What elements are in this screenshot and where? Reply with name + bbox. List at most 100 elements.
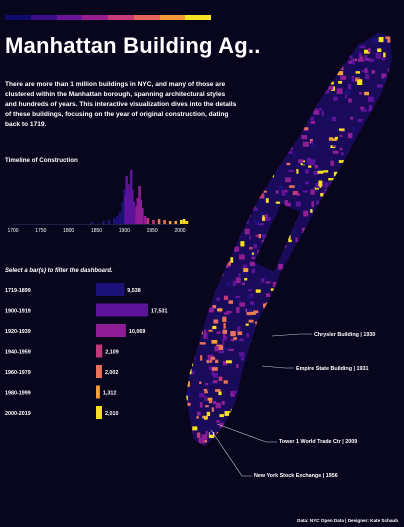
building-block: [297, 192, 300, 197]
building-block: [278, 263, 283, 270]
timeline-bar-14[interactable]: [132, 202, 136, 224]
building-block: [378, 420, 381, 423]
timeline-bar-0[interactable]: [90, 222, 94, 224]
building-block: [308, 380, 313, 385]
bar-6[interactable]: [96, 406, 102, 419]
building-block: [315, 314, 319, 321]
building-block: [385, 351, 392, 354]
building-block: [251, 251, 256, 257]
building-block: [334, 258, 338, 263]
timeline-bar-24[interactable]: [157, 219, 161, 224]
building-block: [377, 115, 384, 121]
building-block: [188, 278, 195, 282]
building-block: [208, 399, 213, 404]
building-block: [256, 61, 263, 65]
timeline-bar-25[interactable]: [163, 220, 166, 224]
building-block: [328, 215, 334, 220]
timeline-bar-6[interactable]: [121, 202, 125, 224]
building-block: [368, 108, 374, 112]
building-block: [192, 285, 197, 290]
bar-0[interactable]: [96, 283, 125, 296]
building-block: [335, 263, 340, 268]
building-block: [295, 237, 298, 242]
timeline-bar-4[interactable]: [115, 216, 119, 224]
timeline-bar-30[interactable]: [185, 221, 189, 224]
building-block: [284, 103, 291, 107]
building-block: [238, 166, 244, 171]
building-block: [328, 85, 334, 90]
timeline-bar-5[interactable]: [118, 212, 122, 224]
building-block: [321, 341, 324, 347]
bar-5[interactable]: [96, 385, 100, 399]
building-block: [290, 47, 294, 50]
building-block: [325, 419, 331, 424]
timeline-bar-26[interactable]: [168, 221, 172, 224]
building-block: [343, 233, 347, 238]
building-block: [222, 58, 228, 62]
building-block: [212, 400, 217, 405]
building-block: [278, 317, 282, 322]
building-block: [188, 351, 193, 355]
building-block: [280, 428, 285, 432]
building-block: [363, 302, 369, 305]
building-block: [237, 185, 242, 189]
building-block: [266, 251, 272, 257]
building-block: [231, 167, 236, 171]
building-block: [355, 178, 360, 184]
timeline-bar-22[interactable]: [146, 218, 150, 224]
bar-1[interactable]: [96, 303, 148, 317]
building-block: [370, 373, 375, 379]
timeline-bar-29[interactable]: [182, 219, 186, 224]
building-block: [243, 122, 250, 128]
bar-3[interactable]: [96, 344, 103, 358]
building-block: [324, 399, 330, 403]
building-block: [216, 318, 220, 322]
building-block: [285, 367, 290, 371]
building-block: [385, 337, 388, 342]
building-block: [363, 230, 367, 237]
building-block: [237, 326, 241, 332]
building-block: [332, 150, 339, 154]
bar-4[interactable]: [96, 365, 102, 378]
timeline-bar-20[interactable]: [141, 208, 144, 224]
building-block: [212, 325, 217, 330]
timeline-bar-13[interactable]: [131, 190, 134, 224]
building-block: [208, 444, 215, 446]
timeline-bar-9[interactable]: [125, 176, 129, 224]
timeline-bar-27[interactable]: [174, 221, 178, 224]
building-block: [253, 184, 257, 190]
building-block: [323, 367, 329, 372]
building-block: [276, 231, 282, 235]
bar-2[interactable]: [96, 324, 126, 337]
building-block: [328, 388, 335, 391]
timeline-bar-2[interactable]: [107, 220, 111, 224]
building-block: [322, 297, 326, 302]
building-block: [218, 307, 222, 313]
building-block: [249, 246, 253, 250]
building-block: [305, 181, 309, 185]
building-block: [355, 279, 359, 284]
timeline-bar-17[interactable]: [136, 198, 140, 224]
building-block: [372, 169, 378, 174]
timeline-bar-28[interactable]: [180, 220, 183, 224]
building-block: [248, 178, 254, 182]
timeline-bar-10[interactable]: [127, 184, 130, 224]
bar-category-6: 2000-2019: [5, 411, 31, 417]
timeline-bar-19[interactable]: [139, 200, 142, 224]
timeline-bar-1[interactable]: [102, 221, 105, 224]
building-block: [195, 297, 198, 301]
building-block: [284, 357, 289, 364]
building-block: [215, 266, 219, 272]
timeline-bar-21[interactable]: [143, 216, 147, 224]
building-block: [322, 423, 327, 428]
building-block: [381, 357, 387, 363]
timeline-histogram[interactable]: 1700 1750 1800 1850 1900 1950 2000: [0, 160, 200, 240]
building-block: [313, 104, 316, 110]
building-block: [300, 355, 303, 361]
building-block: [311, 386, 314, 390]
timeline-bar-3[interactable]: [113, 218, 116, 224]
building-block: [296, 286, 299, 293]
building-block: [299, 369, 304, 375]
building-block: [387, 381, 391, 387]
timeline-bar-23[interactable]: [152, 220, 155, 224]
